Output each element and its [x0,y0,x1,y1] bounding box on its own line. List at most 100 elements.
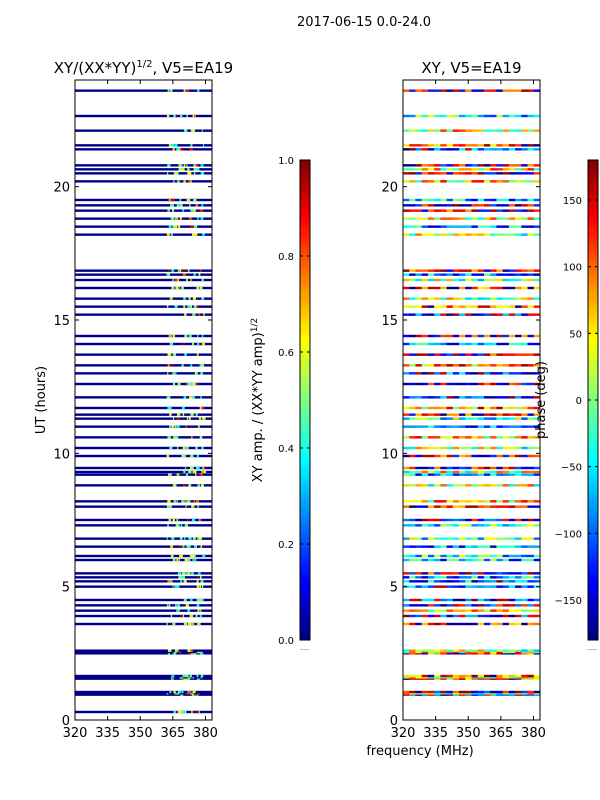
heatmap-cell [508,693,516,696]
heatmap-cell [183,164,186,167]
heatmap-cell [465,406,472,410]
heatmap-cell [459,297,466,300]
heatmap-cell [508,129,516,132]
heatmap-cell [427,297,435,300]
heatmap-cell [409,484,416,487]
heatmap-cell [446,417,454,420]
heatmap-cell [409,677,416,680]
heatmap-cell [403,505,410,508]
heatmap-cell [459,144,466,147]
heatmap-cell [508,554,516,558]
heatmap-cell [173,180,175,183]
heatmap-cell [515,454,522,458]
heatmap-cell [446,180,454,183]
heatmap-cell [533,382,540,386]
heatmap-cell [459,484,466,487]
heatmap-cell [527,650,535,654]
heatmap-cell [508,164,516,167]
x-tick-label: 365 [160,726,185,741]
heatmap-cell [508,382,516,386]
heatmap-cell [185,674,189,678]
heatmap-cell [459,406,466,410]
heatmap-cell [477,168,485,171]
heatmap-cell [527,692,535,695]
heatmap-cell [189,649,193,652]
heatmap-cell [527,114,535,118]
heatmap-cell [421,148,429,151]
heatmap-cell [409,454,416,458]
heatmap-row-base [75,353,212,356]
heatmap-cell [434,364,441,367]
heatmap-cell [508,313,516,316]
heatmap-cell [427,693,435,696]
heatmap-row [75,545,212,548]
heatmap-cell [508,269,516,272]
heatmap-cell [434,114,441,118]
heatmap-cell [527,518,535,522]
heatmap-cell [515,652,522,655]
heatmap-cell [521,129,529,132]
heatmap-cell [483,470,491,474]
heatmap-cell [477,334,485,338]
heatmap-cell [465,198,472,202]
heatmap-cell [172,334,175,338]
heatmap-cell [459,305,466,308]
heatmap-cell [521,396,529,399]
heatmap-cell [440,286,448,290]
heatmap-cell [446,614,454,618]
heatmap-cell [427,436,435,439]
heatmap-cell [452,417,460,420]
heatmap-cell [477,413,485,416]
heatmap-cell [200,676,203,679]
heatmap-cell [168,500,171,503]
heatmap-cell [421,692,429,695]
heatmap-cell [502,273,510,276]
heatmap-row-base [75,652,212,655]
heatmap-cell [197,505,199,508]
heatmap-cell [465,144,472,147]
heatmap-cell [191,693,194,696]
heatmap-cell [508,273,516,276]
heatmap-cell [415,305,423,308]
heatmap-cell [415,609,423,612]
heatmap-cell [496,269,504,272]
heatmap-cell [434,470,441,474]
heatmap-cell [521,622,529,626]
heatmap-cell [533,406,540,410]
heatmap-cell [471,598,479,602]
heatmap-cell [191,342,194,346]
heatmap-row [75,500,212,503]
heatmap-cell [490,677,497,680]
heatmap-cell [452,690,460,694]
heatmap-cell [440,500,448,503]
heatmap-cell [415,518,423,522]
heatmap-row [403,364,540,367]
heatmap-cell [502,278,510,282]
heatmap-cell [198,473,201,476]
heatmap-cell [496,144,504,147]
heatmap-cell [496,172,504,175]
heatmap-cell [471,164,479,167]
heatmap-cell [403,148,410,151]
heatmap-cell [521,148,529,151]
heatmap-cell [452,598,460,602]
heatmap-row [75,693,212,696]
heatmap-cell [515,114,522,118]
heatmap-cell [173,172,177,175]
heatmap-cell [440,148,448,151]
heatmap-cell [527,604,535,607]
heatmap-cell [483,558,491,562]
heatmap-cell [197,334,199,338]
heatmap-cell [459,129,466,132]
heatmap-cell [465,413,472,416]
heatmap-cell [483,382,491,386]
heatmap-cell [446,572,454,575]
heatmap-cell [533,470,540,474]
heatmap-row [75,537,212,540]
heatmap-cell [403,129,410,132]
heatmap-cell [189,334,192,338]
heatmap-cell [515,524,522,527]
heatmap-cell [515,168,522,171]
heatmap-cell [199,576,202,579]
heatmap-cell [434,692,441,695]
